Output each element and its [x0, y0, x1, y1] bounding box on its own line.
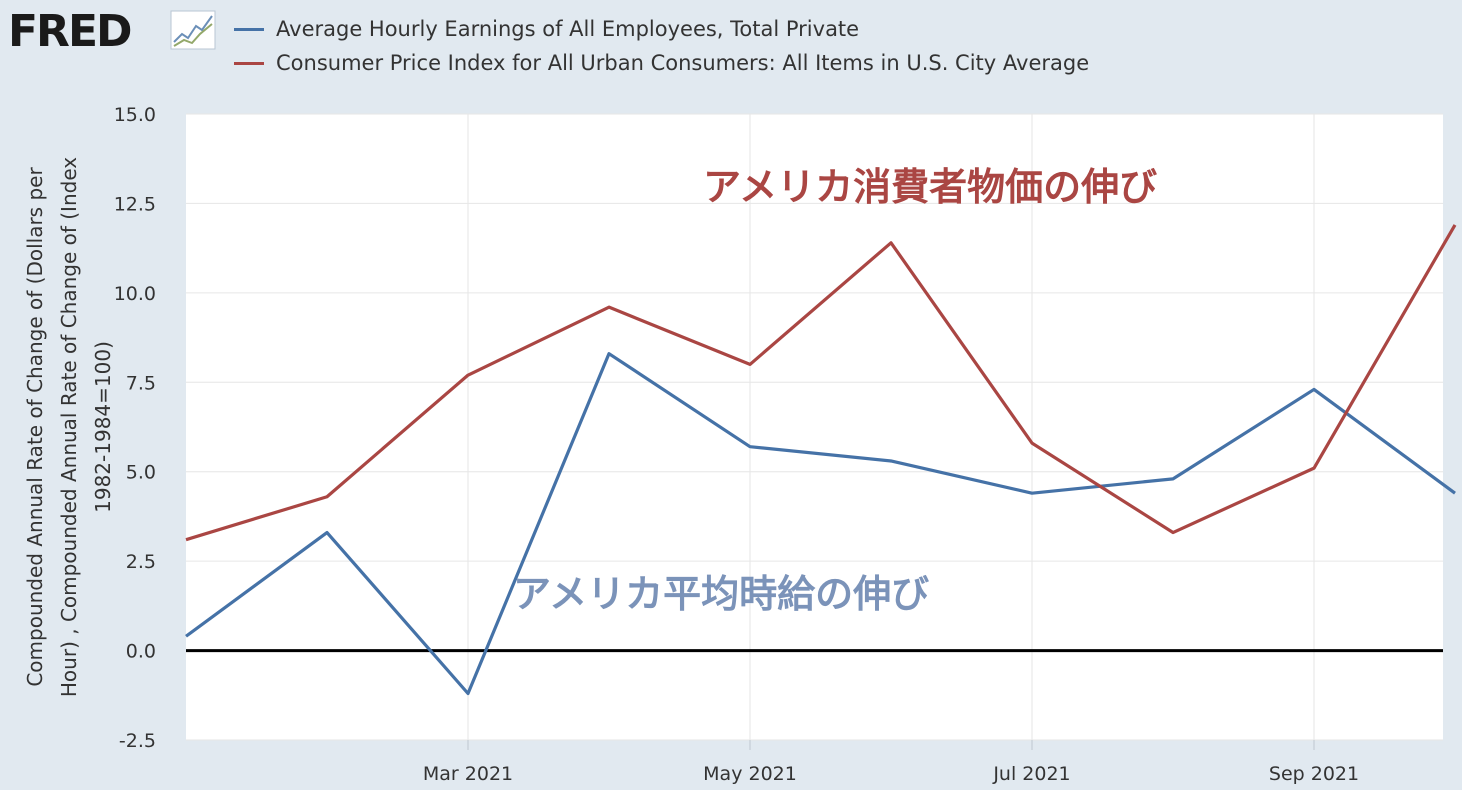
y-axis-label-line: Compounded Annual Rate of Change of (Dol…: [23, 167, 47, 687]
x-tick-label: May 2021: [703, 763, 797, 785]
y-axis-label: Compounded Annual Rate of Change of (Dol…: [23, 157, 115, 697]
x-axis-ticks: Mar 2021 May 2021 Jul 2021 Sep 2021: [423, 740, 1359, 785]
legend-item-cpi[interactable]: Consumer Price Index for All Urban Consu…: [234, 48, 1089, 78]
y-tick-label: 10.0: [114, 283, 156, 305]
y-tick-label: 2.5: [126, 551, 156, 573]
legend-swatch: [234, 27, 264, 31]
y-tick-label: 5.0: [126, 462, 156, 484]
y-tick-label: 7.5: [126, 372, 156, 394]
legend-label: Average Hourly Earnings of All Employees…: [276, 17, 860, 41]
y-tick-label: 12.5: [114, 193, 156, 215]
x-tick-label: Jul 2021: [992, 763, 1070, 785]
legend-item-earnings[interactable]: Average Hourly Earnings of All Employees…: [234, 14, 859, 44]
series-lines: [185, 224, 1457, 696]
y-tick-label: 15.0: [114, 104, 156, 126]
legend-label: Consumer Price Index for All Urban Consu…: [276, 51, 1090, 75]
y-axis-ticks: 15.0 12.5 10.0 7.5 5.0 2.5 0.0 -2.5: [114, 104, 156, 752]
series-line-earnings: [185, 352, 1456, 696]
fred-logo[interactable]: FRED: [8, 6, 133, 57]
annotation-earnings: アメリカ平均時給の伸び: [513, 572, 929, 616]
annotation-cpi: アメリカ消費者物価の伸び: [703, 165, 1157, 209]
plot-area: [186, 114, 1443, 740]
gridlines: [186, 113, 1443, 741]
legend-swatch: [234, 61, 264, 65]
line-graph-icon: [170, 10, 216, 50]
x-tick-label: Sep 2021: [1269, 763, 1359, 785]
y-axis-label-line: Hour) , Compounded Annual Rate of Change…: [57, 157, 81, 697]
y-tick-label: 0.0: [126, 641, 156, 663]
x-tick-label: Mar 2021: [423, 763, 513, 785]
y-axis-label-line: 1982-1984=100): [91, 341, 115, 513]
y-tick-label: -2.5: [119, 730, 156, 752]
series-line-cpi: [185, 224, 1457, 542]
